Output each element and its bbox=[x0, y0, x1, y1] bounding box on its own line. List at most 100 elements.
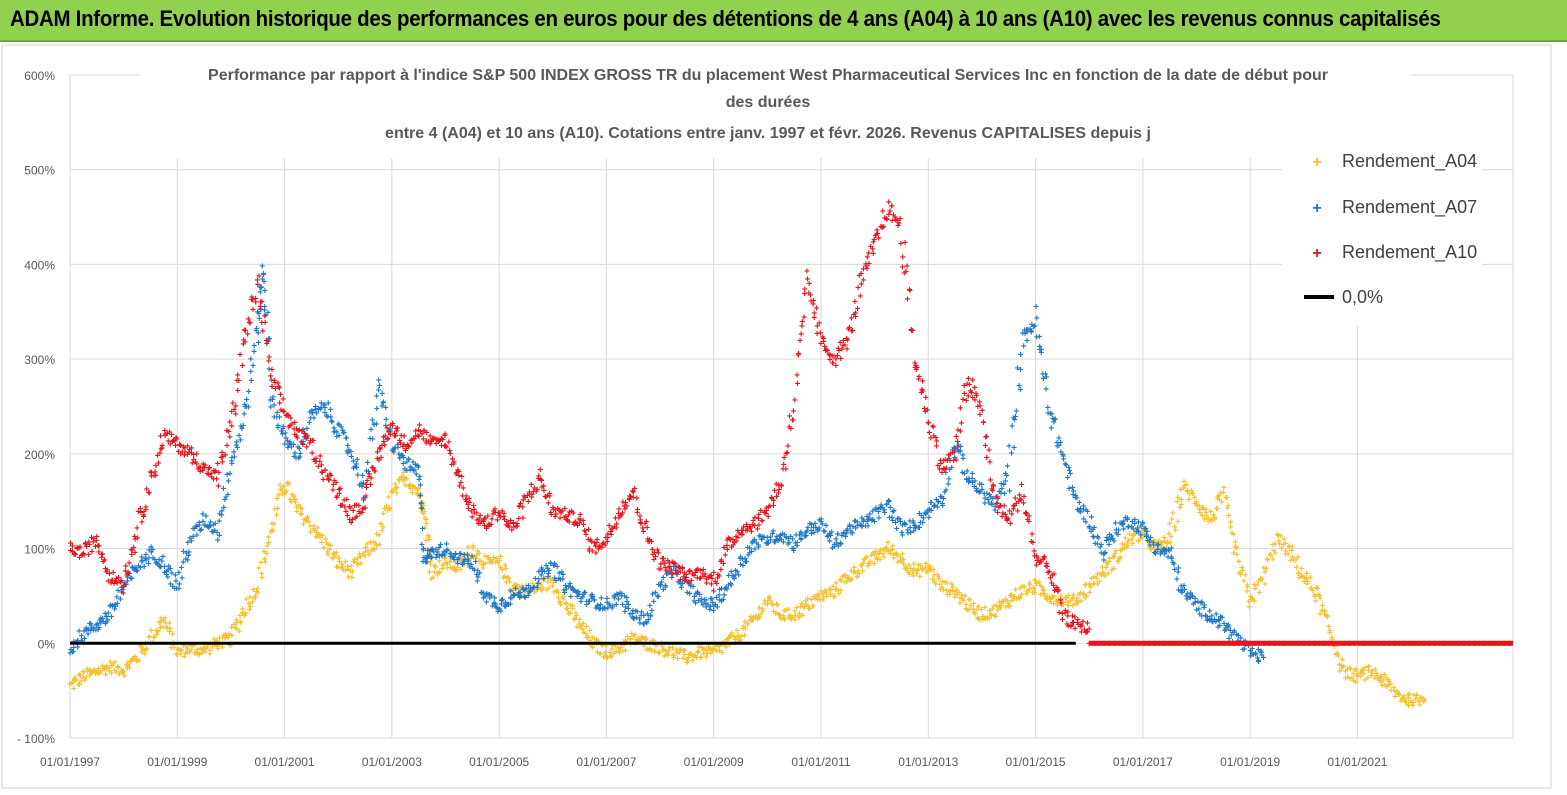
point-a04: + bbox=[1256, 576, 1262, 587]
point-a04: + bbox=[292, 494, 298, 505]
point-a04: + bbox=[154, 630, 160, 641]
point-a04: + bbox=[592, 634, 598, 645]
point-a04: + bbox=[195, 650, 201, 661]
point-a04: + bbox=[311, 522, 317, 533]
point-a04: + bbox=[1109, 566, 1115, 577]
point-a04: + bbox=[1258, 575, 1264, 586]
point-a07: + bbox=[209, 527, 215, 538]
point-a04: + bbox=[268, 528, 274, 539]
point-a04: + bbox=[797, 612, 803, 623]
point-a04: + bbox=[207, 646, 213, 657]
point-a04: + bbox=[848, 567, 854, 578]
point-a10: + bbox=[222, 451, 228, 462]
point-a04: + bbox=[1189, 489, 1195, 500]
point-a07: + bbox=[98, 619, 104, 630]
point-a07: + bbox=[165, 572, 171, 583]
point-a04: + bbox=[1048, 595, 1054, 606]
point-a04: + bbox=[131, 655, 137, 666]
point-a04: + bbox=[465, 543, 471, 554]
point-a04: + bbox=[613, 647, 619, 658]
point-a04: + bbox=[1151, 538, 1157, 549]
point-a04: + bbox=[580, 624, 586, 635]
point-a07: + bbox=[225, 476, 231, 487]
point-a04: + bbox=[1304, 580, 1310, 591]
point-a04: + bbox=[423, 515, 429, 526]
point-a07: + bbox=[123, 580, 129, 591]
point-a04: + bbox=[495, 559, 501, 570]
point-a04: + bbox=[659, 642, 665, 653]
point-a07: + bbox=[165, 566, 171, 577]
point-a04: + bbox=[1221, 483, 1227, 494]
point-a04: + bbox=[663, 646, 669, 657]
point-a07: + bbox=[83, 624, 89, 635]
point-a07: + bbox=[229, 453, 235, 464]
point-a04: + bbox=[556, 594, 562, 605]
point-a04: + bbox=[254, 587, 260, 598]
point-a07: + bbox=[263, 311, 269, 322]
point-a07: + bbox=[190, 532, 196, 543]
point-a04: + bbox=[558, 600, 564, 611]
point-a04: + bbox=[1010, 592, 1016, 603]
point-a07: + bbox=[185, 538, 191, 549]
point-a07: + bbox=[238, 421, 244, 432]
point-a04: + bbox=[1421, 697, 1427, 708]
point-a04: + bbox=[933, 580, 939, 591]
point-a04: + bbox=[838, 576, 844, 587]
point-a04: + bbox=[514, 589, 520, 600]
point-a07: + bbox=[87, 619, 93, 630]
point-a04: + bbox=[550, 576, 556, 587]
point-a04: + bbox=[259, 573, 265, 584]
point-a04: + bbox=[1229, 529, 1235, 540]
point-a04: + bbox=[453, 566, 459, 577]
point-a04: + bbox=[1324, 611, 1330, 622]
point-a04: + bbox=[1145, 537, 1151, 548]
point-a04: + bbox=[726, 634, 732, 645]
point-a04: + bbox=[847, 575, 853, 586]
point-a04: + bbox=[69, 679, 75, 690]
point-a04: + bbox=[539, 586, 545, 597]
point-a10: + bbox=[233, 402, 239, 413]
x-tick-label: 01/01/1997 bbox=[40, 755, 100, 769]
point-a04: + bbox=[840, 572, 846, 583]
point-a07: + bbox=[215, 535, 221, 546]
point-a04: + bbox=[599, 639, 605, 650]
point-a04: + bbox=[1058, 595, 1064, 606]
point-a07: + bbox=[1033, 302, 1039, 313]
point-a04: + bbox=[827, 585, 833, 596]
point-a04: + bbox=[137, 641, 143, 652]
point-a04: + bbox=[1211, 510, 1217, 521]
point-a04: + bbox=[925, 567, 931, 578]
point-a04: + bbox=[181, 652, 187, 663]
point-a07: + bbox=[166, 561, 172, 572]
point-a04: + bbox=[157, 623, 163, 634]
point-a07: + bbox=[212, 519, 218, 530]
point-a04: + bbox=[845, 574, 851, 585]
point-a04: + bbox=[908, 564, 914, 575]
point-a04: + bbox=[911, 559, 917, 570]
point-a04: + bbox=[977, 615, 983, 626]
point-a04: + bbox=[364, 540, 370, 551]
point-a04: + bbox=[402, 474, 408, 485]
point-a04: + bbox=[777, 611, 783, 622]
point-a10: + bbox=[156, 459, 162, 470]
point-a04: + bbox=[325, 550, 331, 561]
point-a04: + bbox=[299, 505, 305, 516]
point-a04: + bbox=[910, 568, 916, 579]
point-a04: + bbox=[261, 547, 267, 558]
point-a04: + bbox=[936, 574, 942, 585]
point-a07: + bbox=[102, 619, 108, 630]
point-a07: + bbox=[161, 568, 167, 579]
point-a04: + bbox=[1350, 669, 1356, 680]
point-a07: + bbox=[85, 625, 91, 636]
point-a04: + bbox=[959, 590, 965, 601]
point-a04: + bbox=[1341, 662, 1347, 673]
point-a04: + bbox=[1077, 590, 1083, 601]
point-a04: + bbox=[1142, 528, 1148, 539]
point-a07: + bbox=[176, 568, 182, 579]
point-a07: + bbox=[129, 563, 135, 574]
point-a04: + bbox=[1000, 597, 1006, 608]
point-a04: + bbox=[112, 666, 118, 677]
point-a04: + bbox=[960, 596, 966, 607]
point-a04: + bbox=[1384, 682, 1390, 693]
point-a10: + bbox=[838, 354, 844, 365]
